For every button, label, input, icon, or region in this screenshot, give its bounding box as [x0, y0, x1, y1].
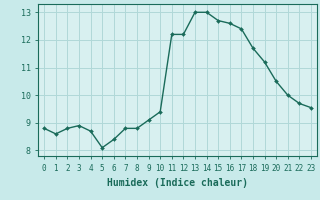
- X-axis label: Humidex (Indice chaleur): Humidex (Indice chaleur): [107, 178, 248, 188]
